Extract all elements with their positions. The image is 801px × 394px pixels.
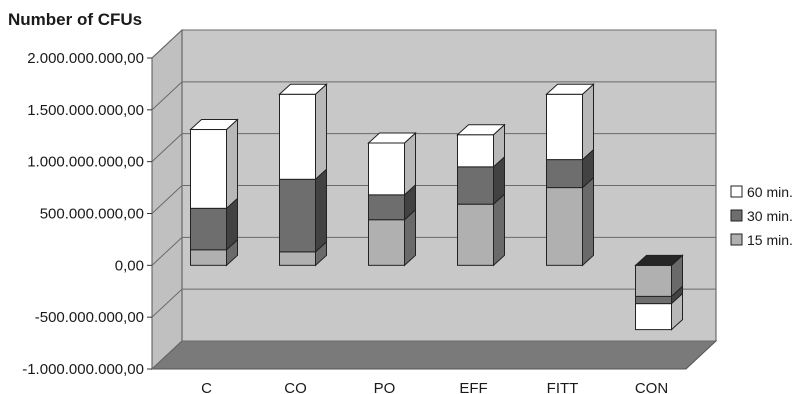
x-tick-label: CON bbox=[635, 380, 668, 394]
y-tick-label: -500.000.000,00 bbox=[35, 309, 144, 326]
x-tick-label: CO bbox=[284, 380, 307, 394]
bar-segment bbox=[190, 129, 227, 209]
bar-top bbox=[278, 83, 328, 95]
x-tick-label: PO bbox=[374, 380, 396, 394]
legend-swatch bbox=[730, 185, 743, 198]
bar-segment-side bbox=[493, 193, 505, 267]
bar-segment bbox=[635, 295, 672, 305]
y-tick-label: -1.000.000.000,00 bbox=[22, 361, 144, 378]
bar-segment bbox=[457, 166, 494, 205]
bar-segment bbox=[635, 264, 672, 297]
bar-segment-side bbox=[582, 176, 594, 267]
gridline bbox=[151, 81, 716, 111]
bar-co bbox=[278, 83, 328, 267]
bar-po bbox=[367, 131, 417, 267]
legend-swatch bbox=[730, 209, 743, 222]
y-tick-label: 2.000.000.000,00 bbox=[27, 50, 144, 67]
gridline bbox=[151, 340, 716, 370]
legend-label: 15 min. bbox=[747, 232, 793, 248]
bar-segment bbox=[279, 178, 316, 253]
bar-segment bbox=[368, 142, 405, 196]
bar-segment bbox=[190, 249, 227, 266]
y-tick-label: 500.000.000,00 bbox=[40, 206, 144, 223]
bar-top bbox=[456, 124, 506, 136]
gridline bbox=[151, 133, 716, 163]
bar-segment bbox=[279, 251, 316, 266]
gridline bbox=[151, 29, 716, 59]
legend: 60 min. 30 min. 15 min. bbox=[730, 184, 793, 248]
bar-segment bbox=[635, 303, 672, 331]
bar-top bbox=[545, 83, 595, 95]
chart-title: Number of CFUs bbox=[8, 10, 143, 29]
bar-segment bbox=[546, 159, 583, 189]
bar-fitt bbox=[545, 83, 595, 267]
bar-segment-side bbox=[404, 131, 416, 196]
bar-top bbox=[634, 254, 684, 266]
y-tick-label: 0,00 bbox=[115, 257, 144, 274]
legend-label: 60 min. bbox=[747, 184, 793, 200]
bar-top bbox=[189, 119, 239, 131]
x-tick-label: FITT bbox=[547, 380, 579, 394]
bar-segment-side bbox=[315, 168, 327, 253]
legend-swatch bbox=[730, 233, 743, 246]
bar-segment bbox=[546, 93, 583, 161]
floor bbox=[150, 340, 718, 370]
bar-segment bbox=[279, 93, 316, 180]
gridline bbox=[151, 236, 716, 266]
gridline bbox=[151, 288, 716, 318]
bar-segment bbox=[190, 207, 227, 251]
bar-segment bbox=[457, 134, 494, 168]
bar-segment-side bbox=[671, 292, 683, 331]
bar-segment bbox=[368, 219, 405, 266]
bar-top bbox=[367, 132, 417, 144]
bar-segment bbox=[457, 203, 494, 266]
bar-segment bbox=[368, 194, 405, 221]
bar-c bbox=[189, 118, 239, 267]
bar-segment-side bbox=[315, 83, 327, 181]
x-tick-label: C bbox=[201, 380, 212, 394]
bar-con bbox=[634, 254, 684, 331]
bar-eff bbox=[456, 123, 506, 267]
y-tick-label: 1.500.000.000,00 bbox=[27, 102, 144, 119]
bar-segment-side bbox=[582, 83, 594, 161]
bar-segment bbox=[546, 187, 583, 266]
legend-label: 30 min. bbox=[747, 208, 793, 224]
y-tick-label: 1.000.000.000,00 bbox=[27, 154, 144, 171]
gridline bbox=[151, 185, 716, 214]
x-tick-label: EFF bbox=[459, 380, 487, 394]
bar-segment-side bbox=[226, 118, 238, 210]
